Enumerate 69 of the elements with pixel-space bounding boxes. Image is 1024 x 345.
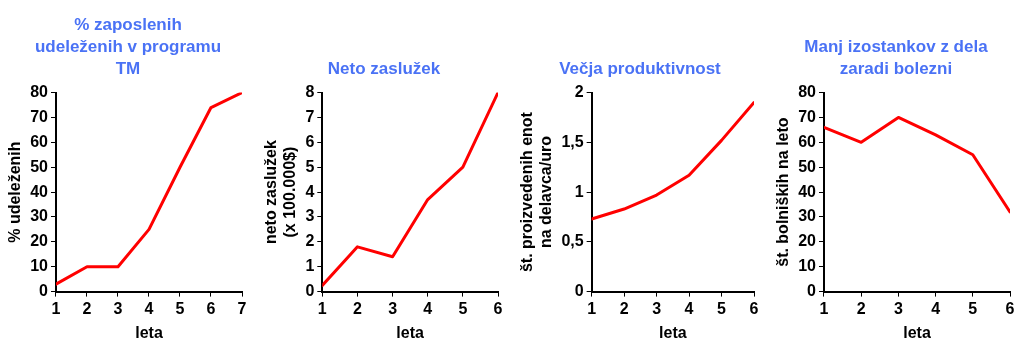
- x-tick-label: 5: [717, 299, 727, 317]
- y-tick-label: 30: [30, 207, 49, 225]
- y-tick-label: 3: [305, 207, 315, 225]
- y-tick-label: 60: [30, 132, 49, 150]
- chart-title: % zaposlenih udeleženih v programu TM: [33, 14, 223, 80]
- y-tick-label: 20: [798, 232, 817, 250]
- y-tick-label: 80: [798, 83, 817, 101]
- x-tick-label: 3: [388, 299, 398, 317]
- y-tick-label: 6: [305, 132, 315, 150]
- y-tick-label: 7: [305, 107, 315, 125]
- x-tick-label: 6: [493, 299, 503, 317]
- y-axis-title: % udeleženih: [6, 141, 24, 243]
- y-axis-title: št. proizvedenih enot na delavca/uro: [518, 111, 555, 273]
- y-tick-label: 2: [305, 232, 315, 250]
- x-tick-label: 1: [317, 299, 327, 317]
- y-tick-label: 8: [305, 83, 315, 101]
- y-tick-label: 50: [798, 157, 817, 175]
- chart-title: Manj izostankov z dela zaradi bolezni: [803, 36, 989, 80]
- x-axis-title: leta: [659, 323, 687, 341]
- x-tick-label: 3: [652, 299, 662, 317]
- chart-title: Večja produktivnost: [558, 58, 722, 80]
- y-tick-label: 70: [798, 107, 817, 125]
- x-tick-label: 7: [237, 299, 247, 317]
- x-tick-label: 5: [968, 299, 978, 317]
- x-tick-label: 1: [587, 299, 597, 317]
- y-tick-label: 0,5: [561, 232, 584, 250]
- y-axis-title: neto zaslužek (x 100.000$): [262, 139, 299, 245]
- y-tick-label: 20: [30, 232, 49, 250]
- y-tick-label: 80: [30, 83, 49, 101]
- x-tick-label: 2: [82, 299, 92, 317]
- x-axis-title: leta: [135, 323, 163, 341]
- y-tick-label: 0: [574, 282, 584, 300]
- y-tick-label: 4: [305, 182, 315, 200]
- x-tick-label: 5: [175, 299, 185, 317]
- x-tick-label: 4: [144, 299, 154, 317]
- x-tick-label: 4: [684, 299, 694, 317]
- y-tick-label: 40: [30, 182, 49, 200]
- x-tick-label: 2: [856, 299, 866, 317]
- y-tick-label: 5: [305, 157, 315, 175]
- x-axis-title: leta: [396, 323, 425, 341]
- y-tick-label: 1: [305, 257, 315, 275]
- y-tick-label: 50: [30, 157, 49, 175]
- x-tick-label: 2: [619, 299, 629, 317]
- x-tick-label: 1: [819, 299, 829, 317]
- x-tick-label: 3: [113, 299, 123, 317]
- x-tick-label: 1: [51, 299, 61, 317]
- x-tick-label: 3: [893, 299, 903, 317]
- y-tick-label: 0: [39, 282, 49, 300]
- x-tick-label: 6: [1005, 299, 1015, 317]
- y-tick-label: 60: [798, 132, 817, 150]
- y-tick-label: 10: [30, 257, 49, 275]
- x-axis-title: leta: [903, 323, 931, 341]
- x-tick-label: 5: [458, 299, 468, 317]
- y-tick-label: 70: [30, 107, 49, 125]
- x-tick-label: 6: [206, 299, 216, 317]
- y-tick-label: 1: [574, 182, 584, 200]
- y-tick-label: 40: [798, 182, 817, 200]
- y-tick-label: 0: [807, 282, 817, 300]
- y-tick-label: 10: [798, 257, 817, 275]
- x-tick-label: 6: [749, 299, 759, 317]
- y-tick-label: 30: [798, 207, 817, 225]
- y-tick-label: 0: [305, 282, 315, 300]
- chart-title: Neto zaslužek: [326, 58, 442, 80]
- y-tick-label: 1,5: [561, 132, 584, 150]
- x-tick-label: 2: [352, 299, 362, 317]
- x-tick-label: 4: [423, 299, 433, 317]
- x-tick-label: 4: [931, 299, 941, 317]
- y-tick-label: 2: [574, 83, 584, 101]
- y-axis-title: št. bolniških na leto: [774, 117, 792, 267]
